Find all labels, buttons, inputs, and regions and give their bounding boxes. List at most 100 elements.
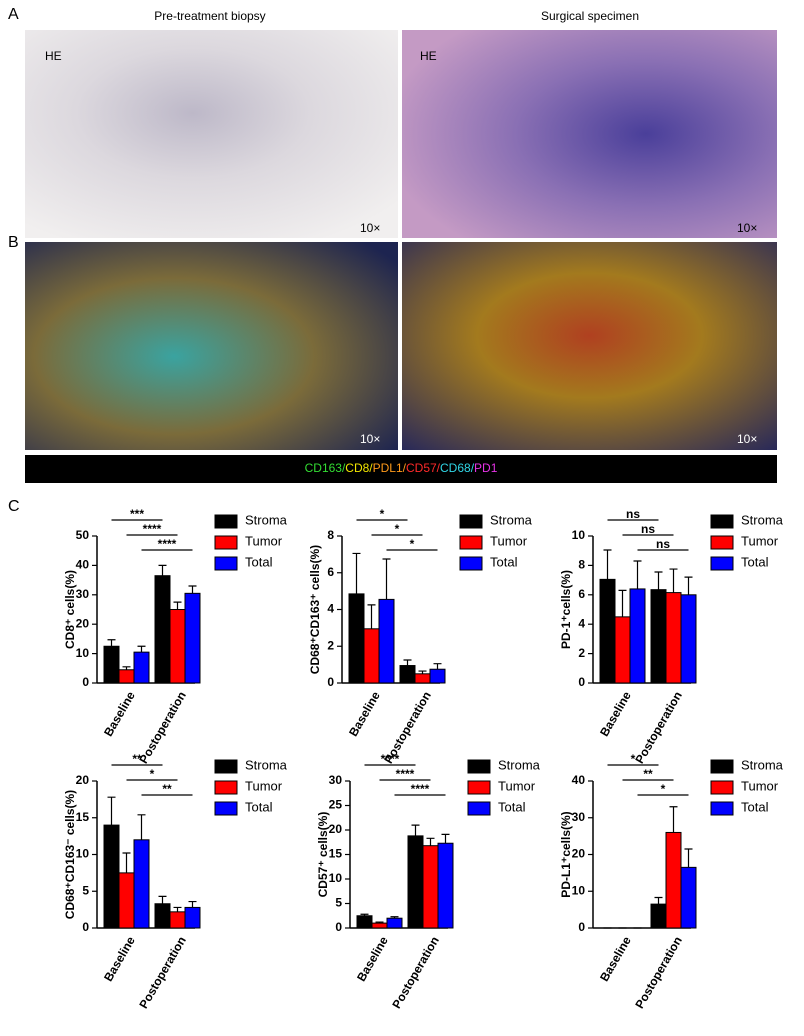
marker-name: CD8/ <box>345 461 373 475</box>
bar <box>680 594 697 684</box>
error-bar <box>352 552 361 594</box>
bar <box>154 575 171 684</box>
bar <box>103 645 120 684</box>
legend-swatch <box>467 759 491 774</box>
y-tick-label: 0 <box>335 920 342 934</box>
bar <box>599 578 616 684</box>
bar <box>407 835 424 929</box>
y-tick-label: 20 <box>329 822 343 836</box>
y-tick-label: 40 <box>76 558 90 572</box>
y-axis-label: CD8⁺ cells(%) <box>63 570 77 649</box>
error-bar <box>367 604 376 629</box>
legend-label: Stroma <box>490 512 533 527</box>
bar <box>650 589 667 684</box>
error-bar <box>618 589 627 617</box>
legend-label: Total <box>741 554 769 569</box>
y-tick-label: 0 <box>578 675 585 689</box>
legend-swatch <box>710 514 734 529</box>
legend-swatch <box>459 514 483 529</box>
legend-swatch <box>710 801 734 816</box>
error-bar <box>107 639 116 647</box>
legend-swatch <box>710 535 734 550</box>
significance-label: * <box>631 752 636 766</box>
legend-swatch <box>459 556 483 571</box>
legend-swatch <box>214 514 238 529</box>
legend-swatch <box>214 801 238 816</box>
error-bar <box>173 601 182 610</box>
legend-label: Stroma <box>498 757 541 772</box>
y-tick-label: 4 <box>327 602 334 616</box>
error-bar <box>107 796 116 826</box>
y-tick-label: 30 <box>329 773 343 787</box>
significance-label: * <box>395 522 400 536</box>
error-bar <box>684 576 693 595</box>
bar <box>665 831 682 929</box>
significance-label: ** <box>132 752 142 766</box>
legend-swatch <box>710 556 734 571</box>
y-axis-label: PD-L1⁺cells(%) <box>559 811 573 897</box>
y-tick-label: 40 <box>572 773 586 787</box>
marker-name: PD1 <box>474 461 498 475</box>
x-tick-label: Postoperation <box>632 689 684 766</box>
significance-label: ns <box>656 537 670 551</box>
x-tick-label: Postoperation <box>136 689 188 766</box>
error-bar <box>669 568 678 593</box>
y-tick-label: 50 <box>76 528 90 542</box>
bar <box>118 872 135 929</box>
error-bar <box>137 645 146 653</box>
significance-label: **** <box>411 782 430 796</box>
y-tick-label: 0 <box>327 675 334 689</box>
legend-label: Tumor <box>490 533 528 548</box>
bar <box>348 593 365 684</box>
panel-label: A <box>8 6 19 23</box>
bar <box>437 842 454 929</box>
marker-name: PDL1/ <box>373 461 407 475</box>
legend-swatch <box>214 780 238 795</box>
bar <box>356 915 373 929</box>
bar <box>184 906 201 929</box>
legend-label: Total <box>490 554 518 569</box>
x-tick-label: Baseline <box>346 689 383 739</box>
if-image <box>25 242 398 450</box>
panel-label: B <box>8 234 19 251</box>
error-bar <box>603 549 612 580</box>
significance-label: ** <box>162 782 172 796</box>
marker-name: CD163/ <box>305 461 346 475</box>
bar <box>133 651 150 684</box>
x-tick-label: Baseline <box>101 934 138 984</box>
bar <box>118 669 135 684</box>
bar <box>169 609 186 684</box>
error-bar <box>122 852 131 873</box>
he-image <box>25 30 398 238</box>
bar <box>429 668 446 684</box>
legend-swatch <box>214 759 238 774</box>
error-bar <box>669 806 678 833</box>
y-tick-label: 10 <box>76 646 90 660</box>
y-tick-label: 10 <box>572 883 586 897</box>
bar <box>650 903 667 929</box>
y-tick-label: 30 <box>572 810 586 824</box>
legend-label: Tumor <box>741 778 779 793</box>
x-tick-label: Baseline <box>597 689 634 739</box>
y-tick-label: 0 <box>578 920 585 934</box>
y-tick-label: 8 <box>327 528 334 542</box>
error-bar <box>403 659 412 666</box>
marker-name: CD57/ <box>406 461 441 475</box>
legend-swatch <box>459 535 483 550</box>
error-bar <box>158 564 167 576</box>
significance-label: * <box>380 507 385 521</box>
error-bar <box>137 814 146 840</box>
error-bar <box>633 560 642 589</box>
marker-legend: CD163/CD8/PDL1/CD57/CD68/PD1 <box>305 461 498 475</box>
y-tick-label: 0 <box>82 675 89 689</box>
legend-swatch <box>214 535 238 550</box>
error-bar <box>426 837 435 846</box>
legend-swatch <box>214 556 238 571</box>
x-tick-label: Postoperation <box>632 934 684 1011</box>
legend-swatch <box>467 780 491 795</box>
y-tick-label: 15 <box>76 810 90 824</box>
y-tick-label: 10 <box>572 528 586 542</box>
magnification: 10× <box>737 221 757 235</box>
bar <box>169 911 186 929</box>
magnification: 10× <box>737 432 757 446</box>
